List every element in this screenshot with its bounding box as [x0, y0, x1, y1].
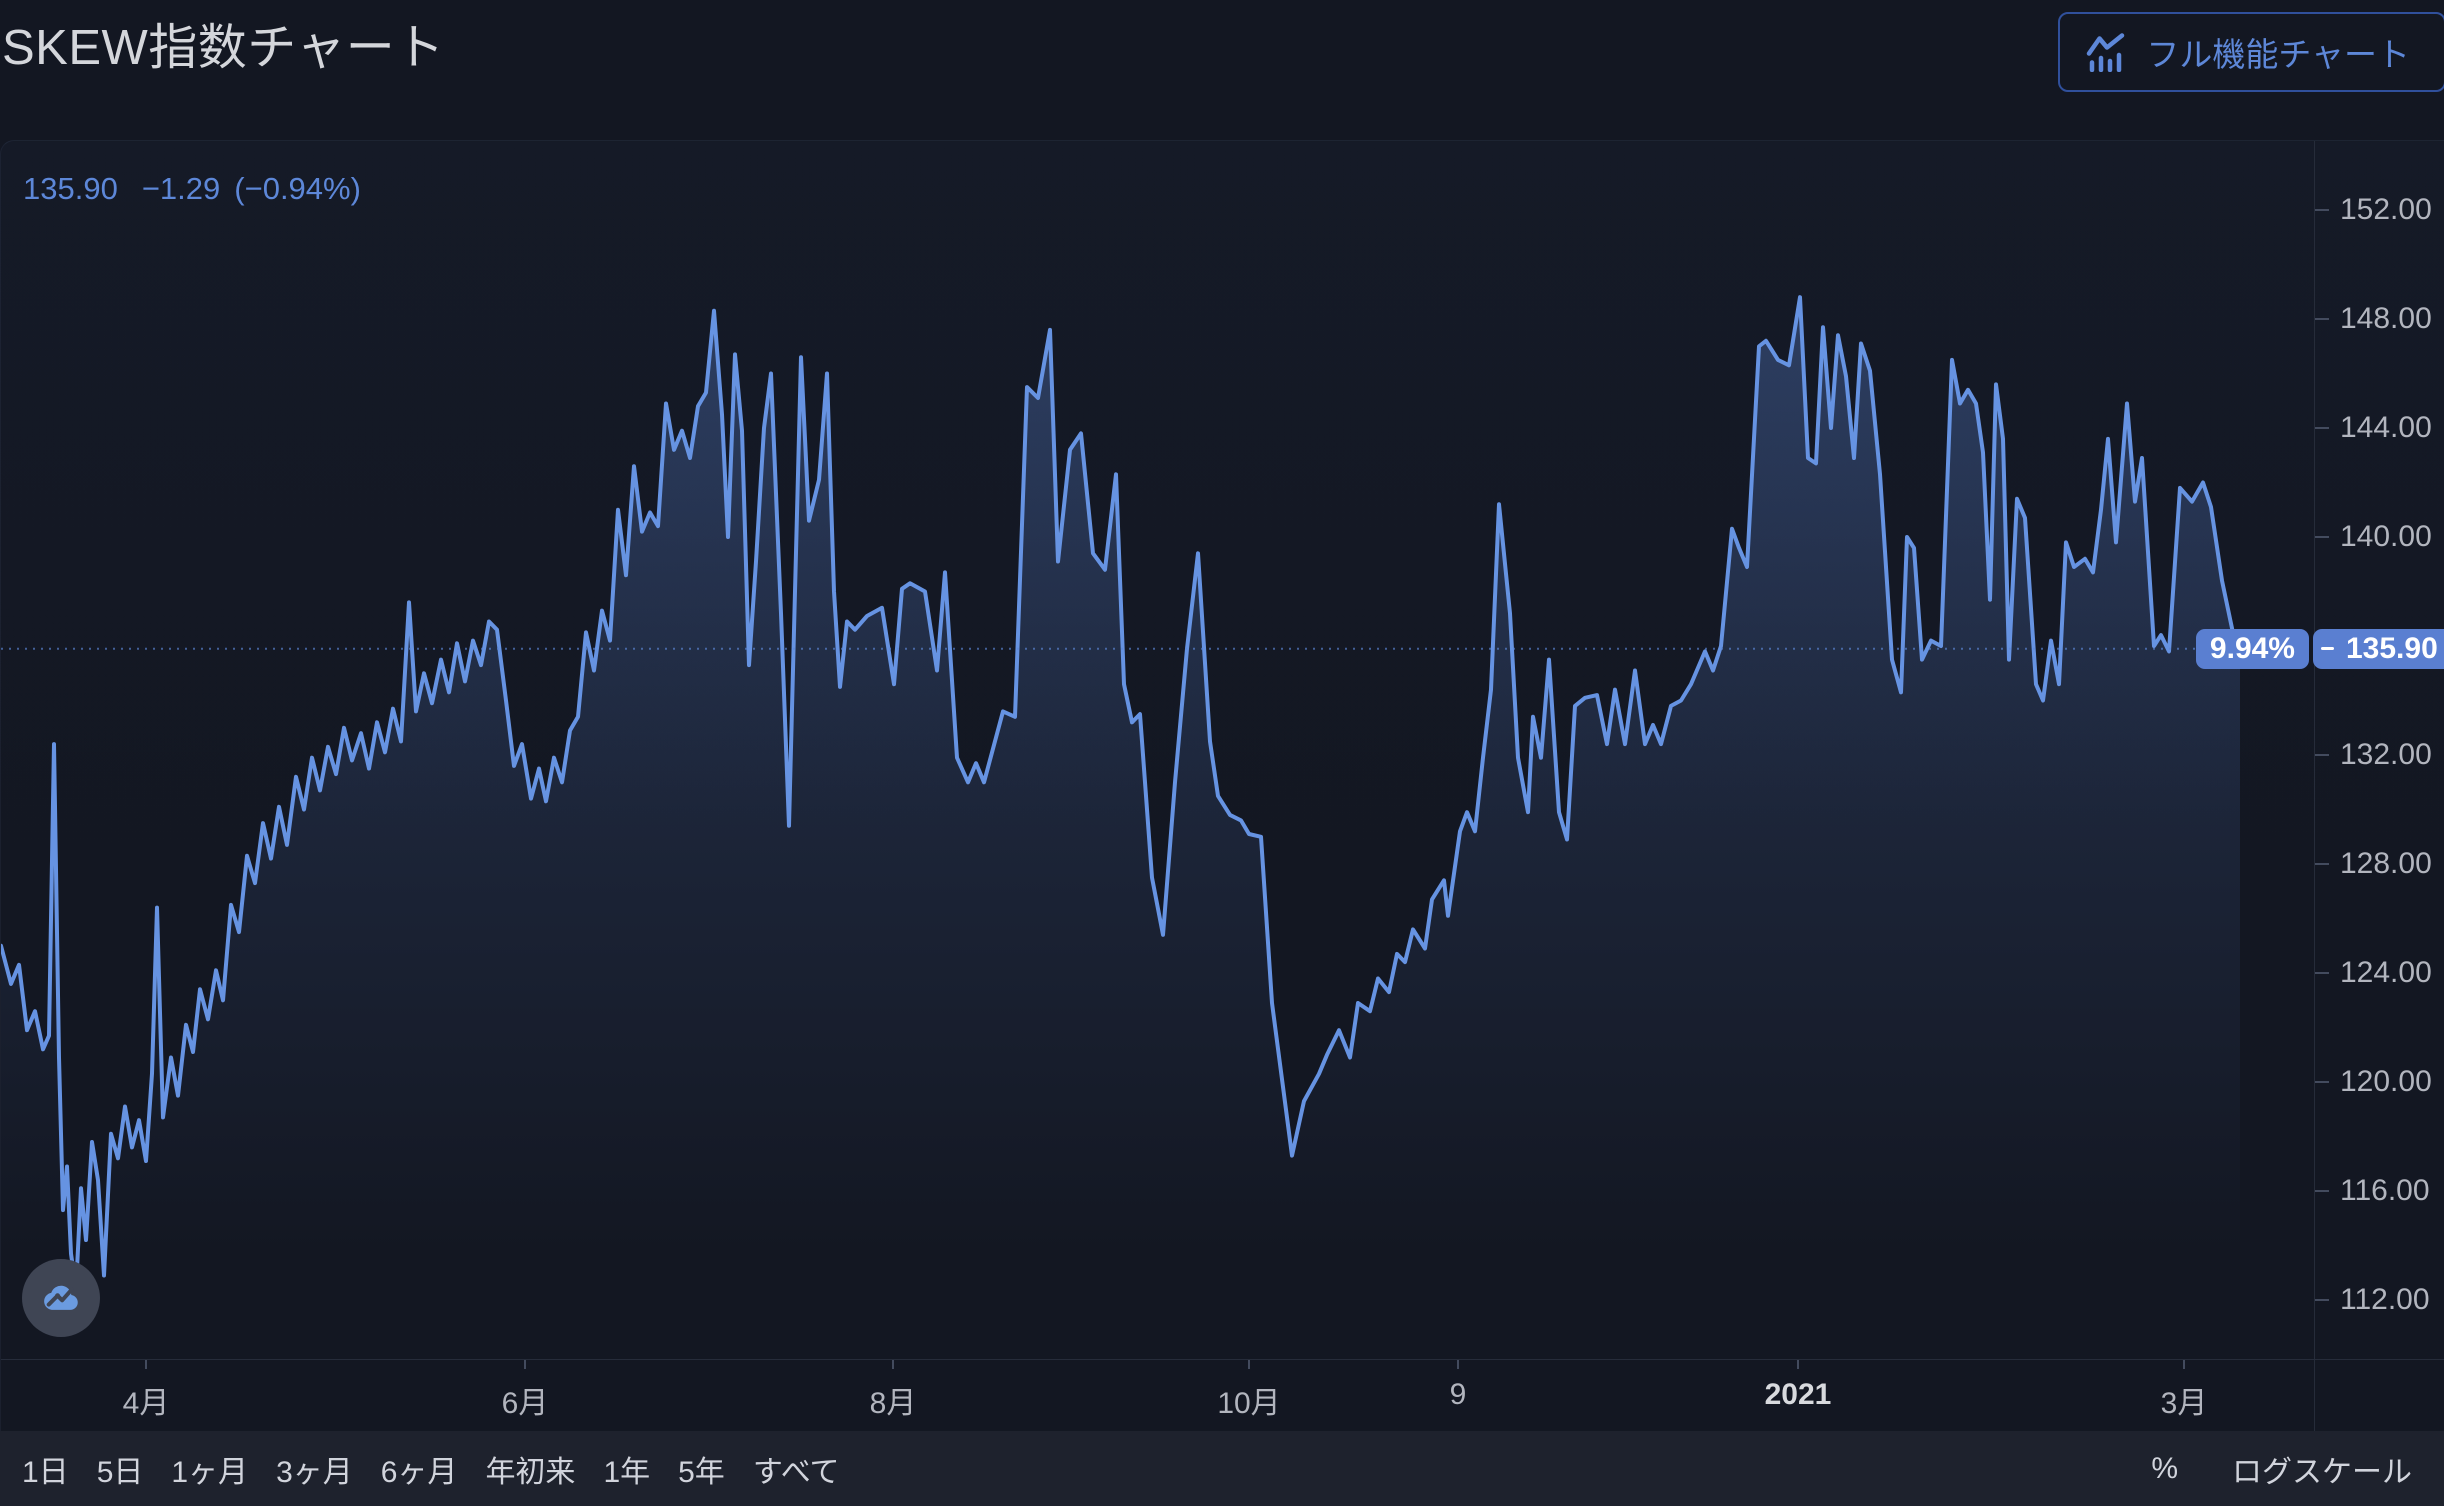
range-button-1年[interactable]: 1年 — [589, 1439, 664, 1499]
cloud-chart-icon — [44, 1285, 78, 1310]
full-chart-button-label: フル機能チャート — [2146, 36, 2410, 73]
time-tick-mark — [892, 1360, 894, 1369]
price-axis-label: 120.00 — [2340, 1065, 2432, 1098]
period-change-value: 9.94% — [2209, 631, 2295, 665]
price-tick-mark — [2315, 427, 2329, 429]
current-price-badge: 135.90 — [2313, 628, 2444, 669]
range-button-6ヶ月[interactable]: 6ヶ月 — [367, 1439, 472, 1499]
price-axis-label: 152.00 — [2340, 193, 2432, 226]
header: SKEW指数チャート フル機能チャート — [0, 0, 2444, 140]
time-tick-mark — [2183, 1360, 2185, 1369]
range-button-5年[interactable]: 5年 — [664, 1439, 739, 1499]
tradingview-logo[interactable] — [22, 1259, 100, 1337]
time-tick-mark — [145, 1360, 147, 1369]
price-axis-label: 148.00 — [2340, 302, 2432, 335]
price-tick-mark — [2315, 1299, 2329, 1301]
page-title: SKEW指数チャート — [2, 21, 445, 75]
chart-panel: 135.90 −1.29 (−0.94%) 152.00 148.00 144.00… — [0, 140, 2444, 1431]
price-axis-label: 116.00 — [2340, 1174, 2430, 1207]
time-axis-label: 3月 — [2160, 1387, 2208, 1420]
time-tick-mark — [1248, 1360, 1250, 1369]
time-tick-mark — [1797, 1360, 1799, 1369]
price-change-percent: (−0.94%) — [234, 171, 361, 206]
chart-line-icon — [2086, 32, 2128, 72]
time-tick-mark — [524, 1360, 526, 1369]
price-info: 135.90 −1.29 (−0.94%) — [23, 171, 361, 207]
price-scale[interactable]: 152.00 148.00 144.00 140.00 132.00 128.00 124.… — [2314, 141, 2444, 1431]
price-tick-mark — [2315, 1081, 2329, 1083]
time-scale[interactable]: 4月 6月 8月 10月 9 2021 3月 — [1, 1359, 2444, 1432]
percent-scale-button[interactable]: % — [2137, 1439, 2192, 1499]
last-price: 135.90 — [23, 171, 118, 206]
price-tick-dash — [2321, 647, 2334, 651]
price-axis-label: 112.00 — [2340, 1283, 2430, 1316]
price-axis-label: 140.00 — [2340, 520, 2432, 553]
scale-buttons: % ログスケール — [2137, 1439, 2426, 1499]
range-button-5日[interactable]: 5日 — [83, 1439, 158, 1499]
price-axis-label: 128.00 — [2340, 847, 2432, 880]
price-tick-mark — [2315, 972, 2329, 974]
time-axis-label: 9 — [1449, 1378, 1467, 1411]
price-line — [1, 295, 2242, 1292]
price-axis-label: 144.00 — [2340, 411, 2432, 444]
range-button-1ヶ月[interactable]: 1ヶ月 — [157, 1439, 262, 1499]
date-range-buttons: 1日 5日 1ヶ月 3ヶ月 6ヶ月 年初来 1年 5年 すべて — [8, 1439, 854, 1499]
time-axis-label: 8月 — [869, 1387, 917, 1420]
price-tick-mark — [2315, 209, 2329, 211]
price-tick-mark — [2315, 1190, 2329, 1192]
time-axis-label: 10月 — [1217, 1387, 1281, 1420]
price-tick-mark — [2315, 754, 2329, 756]
time-axis-label: 2021 — [1764, 1378, 1832, 1411]
time-axis-label: 4月 — [122, 1387, 170, 1420]
log-scale-button[interactable]: ログスケール — [2218, 1439, 2426, 1499]
price-change: −1.29 — [141, 171, 221, 206]
time-tick-mark — [1457, 1360, 1459, 1369]
full-chart-button[interactable]: フル機能チャート — [2058, 12, 2444, 92]
price-tick-mark — [2315, 863, 2329, 865]
price-chart[interactable] — [1, 141, 2314, 1359]
range-button-1日[interactable]: 1日 — [8, 1439, 83, 1499]
price-axis-label: 124.00 — [2340, 956, 2432, 989]
price-axis-label: 132.00 — [2340, 738, 2432, 771]
area-fill — [1, 297, 2240, 1359]
range-button-すべて[interactable]: すべて — [739, 1439, 854, 1499]
range-button-年初来[interactable]: 年初来 — [471, 1439, 589, 1499]
price-tick-mark — [2315, 536, 2329, 538]
period-change-badge: 9.94% — [2195, 628, 2309, 669]
footer-toolbar: 1日 5日 1ヶ月 3ヶ月 6ヶ月 年初来 1年 5年 すべて % ログスケール — [0, 1431, 2444, 1506]
current-price-value: 135.90 — [2346, 631, 2438, 665]
time-axis-label: 6月 — [501, 1387, 549, 1420]
price-tick-mark — [2315, 318, 2329, 320]
range-button-3ヶ月[interactable]: 3ヶ月 — [262, 1439, 367, 1499]
